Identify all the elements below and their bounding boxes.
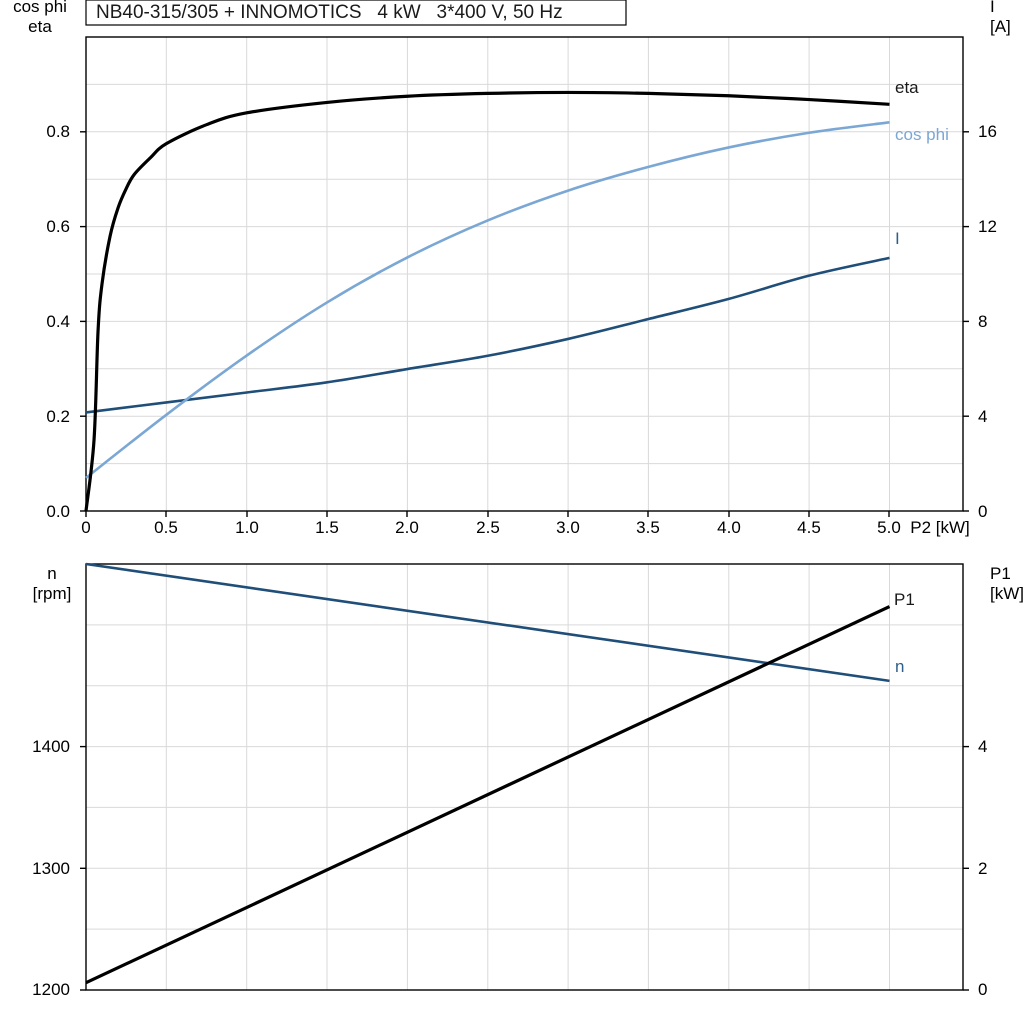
svg-text:0: 0	[81, 518, 90, 537]
svg-text:1200: 1200	[32, 980, 70, 999]
svg-text:eta: eta	[28, 17, 52, 36]
svg-text:2: 2	[978, 859, 987, 878]
svg-text:cos phi: cos phi	[895, 125, 949, 144]
svg-text:[rpm]: [rpm]	[33, 584, 72, 603]
svg-text:I: I	[895, 229, 900, 248]
svg-text:3.5: 3.5	[636, 518, 660, 537]
svg-text:P1: P1	[894, 590, 915, 609]
svg-text:0.4: 0.4	[46, 312, 70, 331]
svg-text:2.0: 2.0	[395, 518, 419, 537]
svg-text:1.0: 1.0	[235, 518, 259, 537]
svg-text:n: n	[47, 564, 56, 583]
svg-text:0.5: 0.5	[154, 518, 178, 537]
svg-text:[A]: [A]	[990, 17, 1011, 36]
svg-text:3.0: 3.0	[556, 518, 580, 537]
svg-text:cos phi: cos phi	[13, 0, 67, 16]
svg-text:0.2: 0.2	[46, 407, 70, 426]
svg-text:[kW]: [kW]	[990, 584, 1024, 603]
svg-text:0.8: 0.8	[46, 122, 70, 141]
svg-text:NB40-315/305 + INNOMOTICS 4: NB40-315/305 + INNOMOTICS 4 kW 3*400 V, …	[96, 2, 563, 23]
svg-text:5.0: 5.0	[877, 518, 901, 537]
svg-text:4.5: 4.5	[797, 518, 821, 537]
svg-text:16: 16	[978, 122, 997, 141]
svg-text:0.6: 0.6	[46, 217, 70, 236]
svg-text:n: n	[895, 657, 904, 676]
svg-text:1300: 1300	[32, 859, 70, 878]
svg-text:2.5: 2.5	[476, 518, 500, 537]
svg-text:P1: P1	[990, 564, 1011, 583]
svg-text:0: 0	[978, 502, 987, 521]
svg-text:12: 12	[978, 217, 997, 236]
svg-text:I: I	[990, 0, 995, 16]
svg-text:0.0: 0.0	[46, 502, 70, 521]
svg-text:4: 4	[978, 737, 987, 756]
svg-text:0: 0	[978, 980, 987, 999]
svg-text:eta: eta	[895, 78, 919, 97]
svg-text:4: 4	[978, 407, 987, 426]
svg-text:4.0: 4.0	[717, 518, 741, 537]
svg-text:1.5: 1.5	[315, 518, 339, 537]
svg-text:P2 [kW]: P2 [kW]	[910, 518, 970, 537]
svg-text:8: 8	[978, 312, 987, 331]
svg-text:1400: 1400	[32, 737, 70, 756]
